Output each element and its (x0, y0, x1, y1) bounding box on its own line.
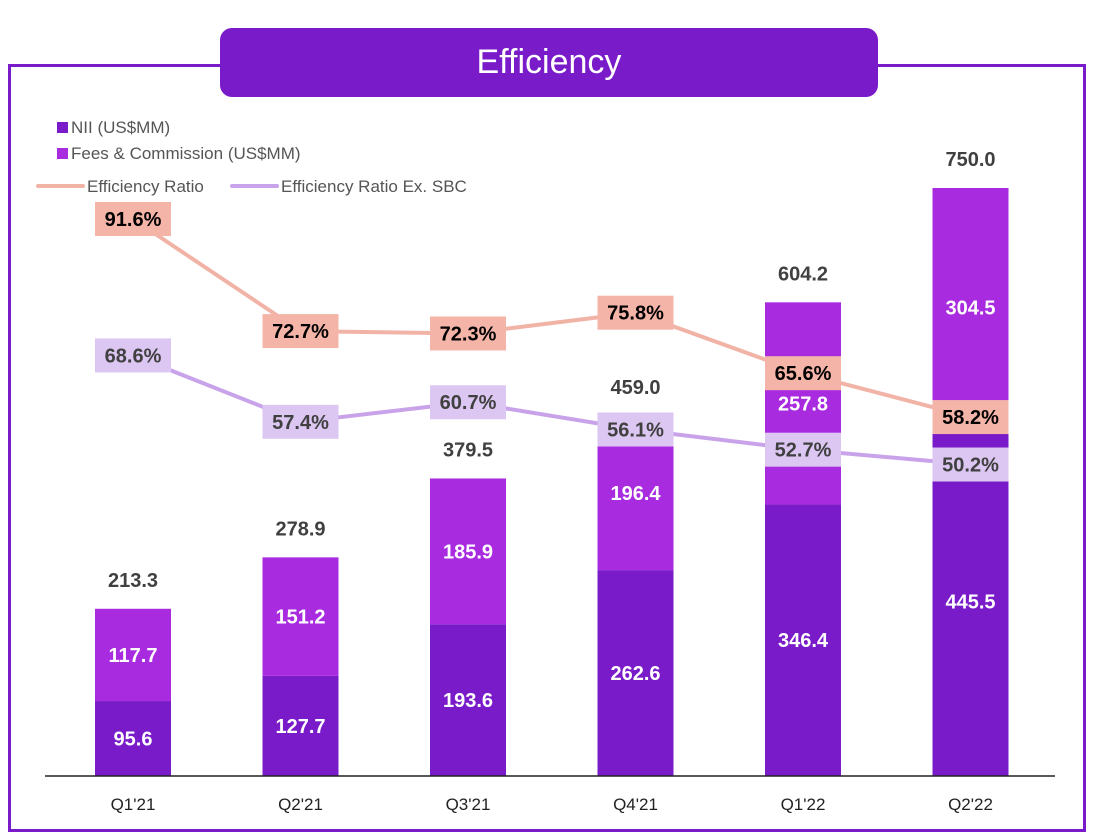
data-label-bg-ratio (932, 400, 1009, 435)
data-label-ratio-ex-sbc: 57.4% (272, 412, 329, 434)
x-tick-label: Q3'21 (446, 795, 491, 814)
legend-label-ratio: Efficiency Ratio (87, 177, 204, 196)
data-label-bg-ratio (765, 356, 841, 391)
line-ratio (131, 217, 972, 420)
bar-nii (932, 426, 1009, 776)
data-label-ratio-ex-sbc: 60.7% (440, 392, 497, 414)
data-label-total: 213.3 (108, 570, 158, 592)
data-label-total: 750.0 (945, 149, 995, 171)
data-label-ratio-ex-sbc: 50.2% (942, 455, 999, 477)
bar-nii (262, 675, 339, 776)
data-label-ratio-ex-sbc: 52.7% (775, 440, 832, 462)
data-label-fees: 196.4 (610, 483, 661, 505)
bar-nii (430, 624, 506, 776)
data-label-bg-ratio-ex-sbc (262, 404, 339, 439)
bar-fees (430, 478, 506, 625)
data-label-total: 459.0 (610, 377, 660, 399)
x-tick-label: Q1'21 (111, 795, 156, 814)
data-label-fees: 304.5 (945, 297, 995, 319)
data-label-bg-ratio (430, 316, 506, 351)
bar-fees (765, 302, 841, 505)
data-label-bg-ratio (262, 314, 339, 349)
data-label-nii: 262.6 (610, 663, 660, 685)
data-label-bg-ratio (597, 295, 674, 330)
legend-label-fees: Fees & Commission (US$MM) (71, 144, 301, 163)
data-label-ratio: 72.3% (440, 323, 497, 345)
data-label-total: 278.9 (275, 518, 325, 540)
data-label-nii: 445.5 (945, 591, 995, 613)
data-label-nii: 193.6 (443, 690, 493, 712)
data-label-bg-ratio-ex-sbc (932, 447, 1009, 482)
bar-fees (262, 557, 339, 676)
data-label-fees: 117.7 (109, 645, 158, 667)
x-tick-label: Q4'21 (613, 795, 658, 814)
legend-label-ratio-ex-sbc: Efficiency Ratio Ex. SBC (281, 177, 467, 196)
x-tick-label: Q2'22 (948, 795, 993, 814)
data-label-ratio: 65.6% (775, 363, 832, 385)
data-label-bg-ratio-ex-sbc (765, 432, 841, 467)
bar-nii (597, 570, 674, 776)
data-label-ratio-ex-sbc: 56.1% (607, 420, 664, 442)
data-label-ratio-ex-sbc: 68.6% (105, 345, 162, 367)
line-ratio-ex-sbc (132, 353, 971, 467)
data-label-total: 379.5 (443, 439, 493, 461)
bar-nii (95, 701, 171, 776)
bar-fees (95, 608, 171, 702)
x-tick-label: Q1'22 (781, 795, 826, 814)
data-label-fees: 185.9 (443, 541, 493, 563)
bar-fees (932, 188, 1009, 427)
data-label-nii: 95.6 (114, 729, 153, 751)
data-label-bg-ratio (95, 202, 171, 237)
data-label-bg-ratio-ex-sbc (430, 385, 506, 420)
legend-swatch-nii (57, 122, 68, 133)
legend-swatch-fees (57, 148, 68, 159)
data-label-nii: 346.4 (778, 630, 829, 652)
data-label-ratio: 58.2% (942, 407, 999, 429)
chart-title: Efficiency (220, 28, 878, 97)
data-label-ratio: 91.6% (105, 209, 162, 231)
x-tick-label: Q2'21 (278, 795, 323, 814)
legend: NII (US$MM) Fees & Commission (US$MM) Ef… (36, 118, 467, 196)
data-label-total: 604.2 (778, 263, 828, 285)
data-label-bg-ratio-ex-sbc (597, 412, 674, 447)
data-label-ratio: 75.8% (607, 303, 664, 325)
legend-label-nii: NII (US$MM) (71, 118, 170, 137)
data-label-fees: 151.2 (275, 607, 325, 629)
data-label-ratio: 72.7% (272, 321, 329, 343)
data-label-nii: 127.7 (275, 716, 325, 738)
data-label-bg-ratio-ex-sbc (95, 338, 171, 373)
bar-nii (765, 504, 841, 776)
data-label-fees: 257.8 (778, 393, 828, 415)
